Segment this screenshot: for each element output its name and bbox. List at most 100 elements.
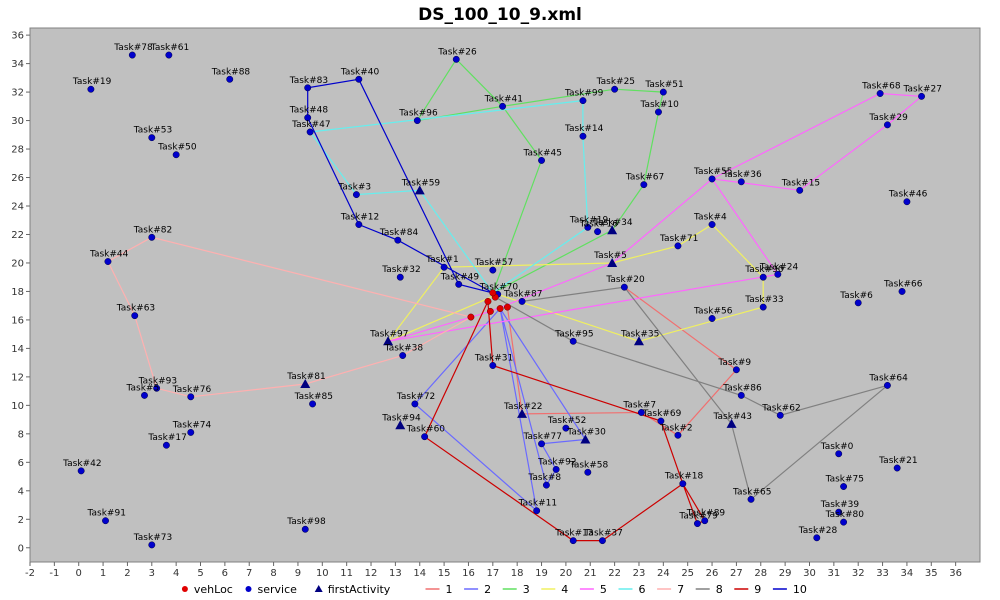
point-label: Task#74	[172, 420, 212, 430]
veh-loc-point	[484, 297, 492, 305]
service-point	[594, 228, 602, 236]
service-point	[355, 75, 363, 83]
point-label: Task#22	[503, 402, 542, 412]
service-point	[399, 352, 407, 359]
point-label: Task#5	[593, 251, 627, 261]
x-tick-label: 21	[584, 568, 597, 579]
service-point	[876, 90, 884, 97]
legend-label: service	[258, 583, 298, 596]
service-point	[776, 411, 784, 419]
y-tick-label: 22	[11, 230, 24, 241]
point-label: Task#86	[722, 383, 762, 393]
legend-item-9: 9	[734, 583, 761, 596]
service-point	[835, 450, 843, 458]
service-point	[538, 156, 545, 164]
legend-item-8: 8	[695, 583, 723, 596]
service-point	[165, 51, 173, 59]
x-tick-label: 6	[222, 568, 228, 579]
first-activity-marker	[300, 379, 311, 388]
point-label: Task#66	[883, 279, 923, 289]
x-tick-label: 27	[730, 568, 743, 579]
plot-area	[29, 27, 981, 563]
point-label: Task#13	[554, 529, 593, 539]
service-point	[411, 400, 419, 408]
point-label: Task#41	[484, 94, 523, 104]
y-tick-label: 18	[11, 287, 24, 298]
point-label: Task#26	[437, 47, 477, 57]
y-tick-label: 32	[11, 88, 24, 99]
legend-label: vehLoc	[194, 583, 233, 596]
point-label: Task#98	[286, 517, 326, 527]
service-point	[562, 424, 570, 432]
point-label: Task#43	[713, 412, 752, 422]
veh-loc-point	[489, 289, 497, 297]
point-label: Task#87	[503, 289, 542, 299]
service-point	[148, 134, 156, 142]
service-point	[737, 391, 745, 399]
service-point	[657, 417, 665, 425]
point-label: Task#59	[401, 178, 441, 188]
legend-marker	[314, 585, 323, 592]
service-point	[759, 303, 767, 311]
point-label: Task#38	[384, 344, 424, 354]
point-label: Task#33	[744, 295, 783, 305]
point-label: Task#75	[825, 475, 864, 485]
point-label: Task#93	[138, 376, 177, 386]
point-label: Task#53	[133, 126, 172, 136]
legend-item-6: 6	[618, 583, 646, 596]
point-label: Task#11	[518, 499, 557, 509]
point-label: Task#10	[639, 100, 679, 110]
point-label: Task#4	[693, 213, 727, 223]
x-tick-label: 32	[852, 568, 865, 579]
point-label: Task#52	[547, 416, 586, 426]
service-point	[301, 525, 309, 533]
point-label: Task#3	[337, 183, 371, 193]
legend-label: 9	[754, 583, 761, 596]
point-label: Task#25	[596, 77, 635, 87]
point-label: Task#6	[839, 291, 873, 301]
x-tick-label: 13	[389, 568, 402, 579]
service-point	[693, 520, 701, 528]
x-tick-label: 29	[779, 568, 792, 579]
service-point	[674, 431, 682, 439]
y-tick-label: 10	[11, 401, 24, 412]
point-label: Task#51	[644, 80, 683, 90]
legend-item-2: 2	[464, 583, 491, 596]
service-point	[304, 114, 312, 122]
x-tick-label: -1	[49, 568, 59, 579]
service-point	[898, 287, 906, 295]
route-4	[386, 223, 764, 343]
x-tick-label: 19	[535, 568, 548, 579]
service-point	[579, 97, 587, 105]
y-tick-label: 20	[11, 258, 24, 269]
service-point	[533, 507, 541, 515]
legend-label: 7	[677, 583, 684, 596]
point-label: Task#14	[564, 124, 604, 134]
point-label: Task#76	[172, 385, 212, 395]
legend-label: 8	[716, 583, 723, 596]
legend-item-4: 4	[541, 583, 568, 596]
x-tick-label: 10	[316, 568, 329, 579]
legend-item-vehLoc: vehLoc	[181, 583, 233, 596]
x-tick-label: 9	[295, 568, 301, 579]
service-point	[598, 537, 606, 545]
service-point	[835, 508, 843, 516]
point-label: Task#71	[659, 234, 698, 244]
point-label: Task#67	[625, 173, 664, 183]
service-point	[579, 132, 587, 140]
point-label: Task#0	[820, 442, 854, 452]
point-label: Task#7	[622, 400, 656, 410]
y-tick-label: 4	[18, 486, 24, 497]
point-label: Task#72	[396, 392, 435, 402]
service-point	[538, 440, 545, 448]
service-point	[774, 270, 782, 278]
x-tick-label: 35	[925, 568, 938, 579]
x-tick-label: 31	[827, 568, 840, 579]
service-point	[421, 433, 429, 441]
point-label: Task#37	[583, 529, 622, 539]
point-label: Task#1	[425, 255, 459, 265]
service-point	[489, 362, 497, 369]
service-point	[87, 85, 95, 93]
x-tick-label: 16	[462, 568, 475, 579]
